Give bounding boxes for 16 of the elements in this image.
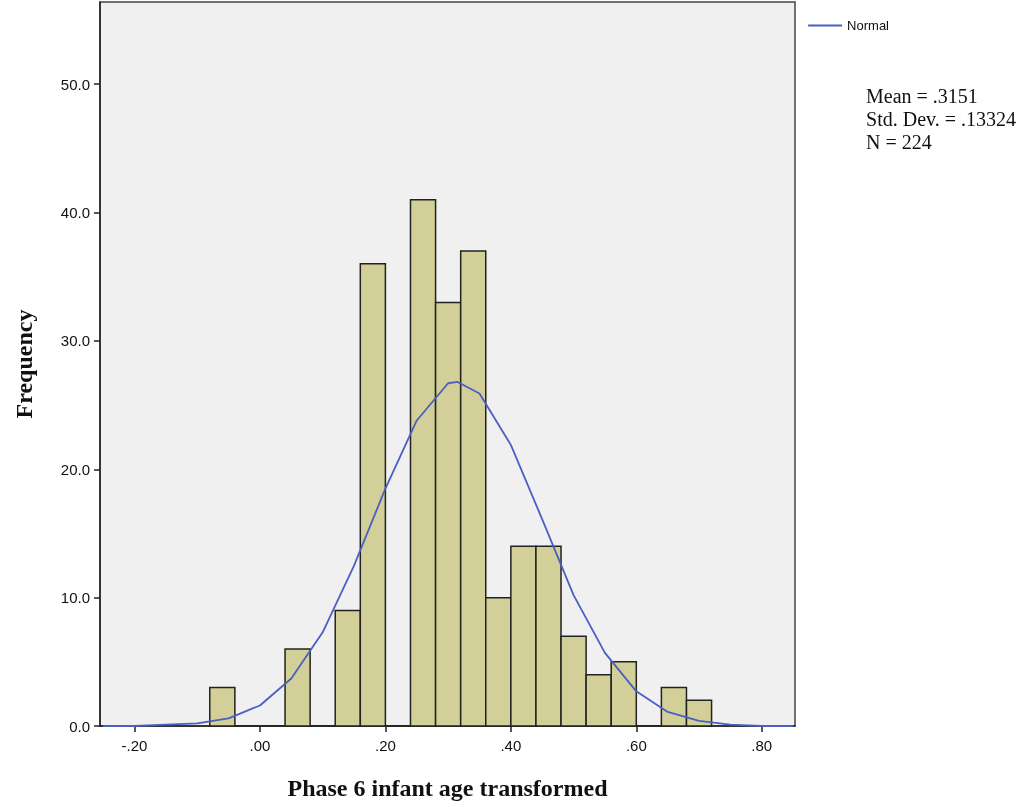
- y-axis-title: Frequency: [11, 309, 37, 419]
- x-tick-label: .20: [374, 737, 396, 754]
- x-tick-label: .80: [751, 737, 773, 754]
- y-tick-label: 20.0: [60, 460, 90, 478]
- x-tick-label: -.20: [121, 737, 148, 754]
- x-tick-label: .00: [249, 737, 271, 754]
- x-tick-label: .40: [500, 737, 522, 754]
- y-tick-label: 40.0: [60, 204, 90, 222]
- legend-label: Normal: [847, 18, 890, 33]
- text: Mean = .3151 Std. Dev. = .13324 N = 224: [866, 84, 1016, 153]
- y-tick-label: 30.0: [60, 332, 90, 350]
- x-axis-title: Phase 6 infant age transformed: [287, 775, 609, 801]
- y-tick-label: 50.0: [60, 75, 90, 93]
- x-tick-label: .60: [625, 737, 647, 754]
- y-tick-label: 0.0: [69, 717, 90, 735]
- y-tick-label: 10.0: [60, 589, 90, 607]
